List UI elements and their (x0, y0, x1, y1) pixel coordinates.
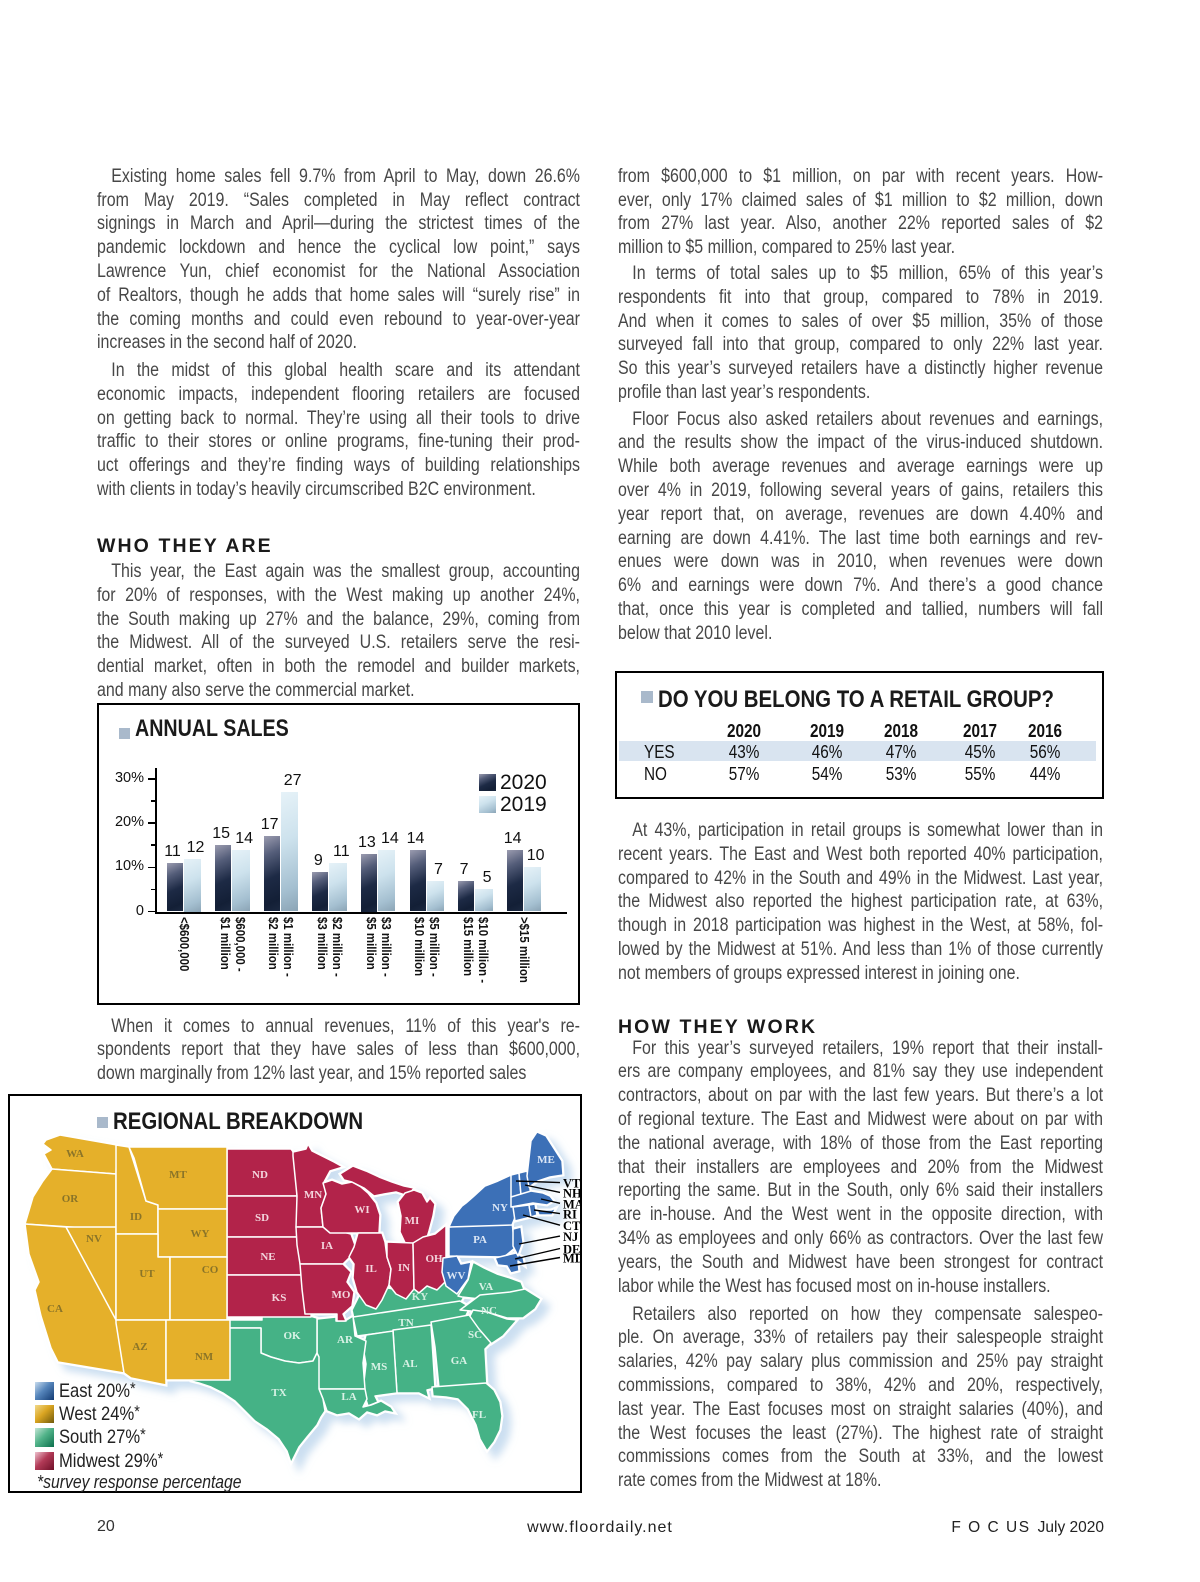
svg-text:ND: ND (252, 1169, 268, 1181)
svg-text:PA: PA (473, 1234, 487, 1246)
svg-text:MT: MT (169, 1169, 187, 1181)
svg-text:MD: MD (563, 1252, 580, 1266)
svg-text:CA: CA (47, 1303, 63, 1315)
svg-text:SD: SD (255, 1212, 269, 1224)
svg-text:AZ: AZ (132, 1341, 147, 1353)
svg-text:KS: KS (272, 1292, 287, 1304)
svg-text:ID: ID (130, 1211, 142, 1223)
svg-text:IA: IA (321, 1240, 333, 1252)
svg-text:SC: SC (468, 1329, 482, 1341)
svg-text:LA: LA (341, 1391, 356, 1403)
svg-text:MN: MN (304, 1189, 322, 1201)
svg-text:UT: UT (139, 1268, 155, 1280)
svg-text:NM: NM (195, 1351, 214, 1363)
svg-text:NH: NH (563, 1186, 580, 1200)
svg-text:WV: WV (447, 1270, 466, 1282)
svg-text:IL: IL (365, 1263, 377, 1275)
svg-text:WA: WA (66, 1148, 84, 1160)
svg-text:MS: MS (371, 1361, 388, 1373)
svg-text:OK: OK (283, 1330, 301, 1342)
svg-text:OH: OH (425, 1253, 443, 1265)
svg-text:WI: WI (354, 1204, 369, 1216)
svg-text:NC: NC (481, 1305, 497, 1317)
svg-text:TN: TN (398, 1317, 413, 1329)
svg-text:WY: WY (191, 1228, 210, 1240)
svg-text:NY: NY (492, 1202, 508, 1214)
svg-text:OR: OR (62, 1193, 80, 1205)
svg-text:CO: CO (202, 1264, 219, 1276)
svg-text:AL: AL (402, 1358, 417, 1370)
svg-text:ME: ME (537, 1154, 555, 1166)
svg-text:MO: MO (332, 1289, 351, 1301)
svg-text:NE: NE (260, 1251, 275, 1263)
svg-text:MA: MA (563, 1197, 580, 1211)
svg-text:IN: IN (398, 1262, 410, 1274)
svg-text:AR: AR (337, 1334, 354, 1346)
svg-text:NV: NV (86, 1233, 102, 1245)
svg-text:CT: CT (563, 1219, 580, 1233)
svg-text:VT: VT (563, 1177, 580, 1191)
svg-text:GA: GA (451, 1355, 468, 1367)
svg-text:NJ: NJ (563, 1230, 578, 1244)
svg-text:MI: MI (405, 1215, 420, 1227)
svg-text:RI: RI (563, 1208, 577, 1222)
svg-text:VA: VA (479, 1281, 494, 1293)
svg-text:TX: TX (271, 1387, 286, 1399)
svg-text:KY: KY (412, 1291, 429, 1303)
svg-text:DE: DE (563, 1243, 580, 1257)
svg-text:FL: FL (472, 1409, 486, 1421)
